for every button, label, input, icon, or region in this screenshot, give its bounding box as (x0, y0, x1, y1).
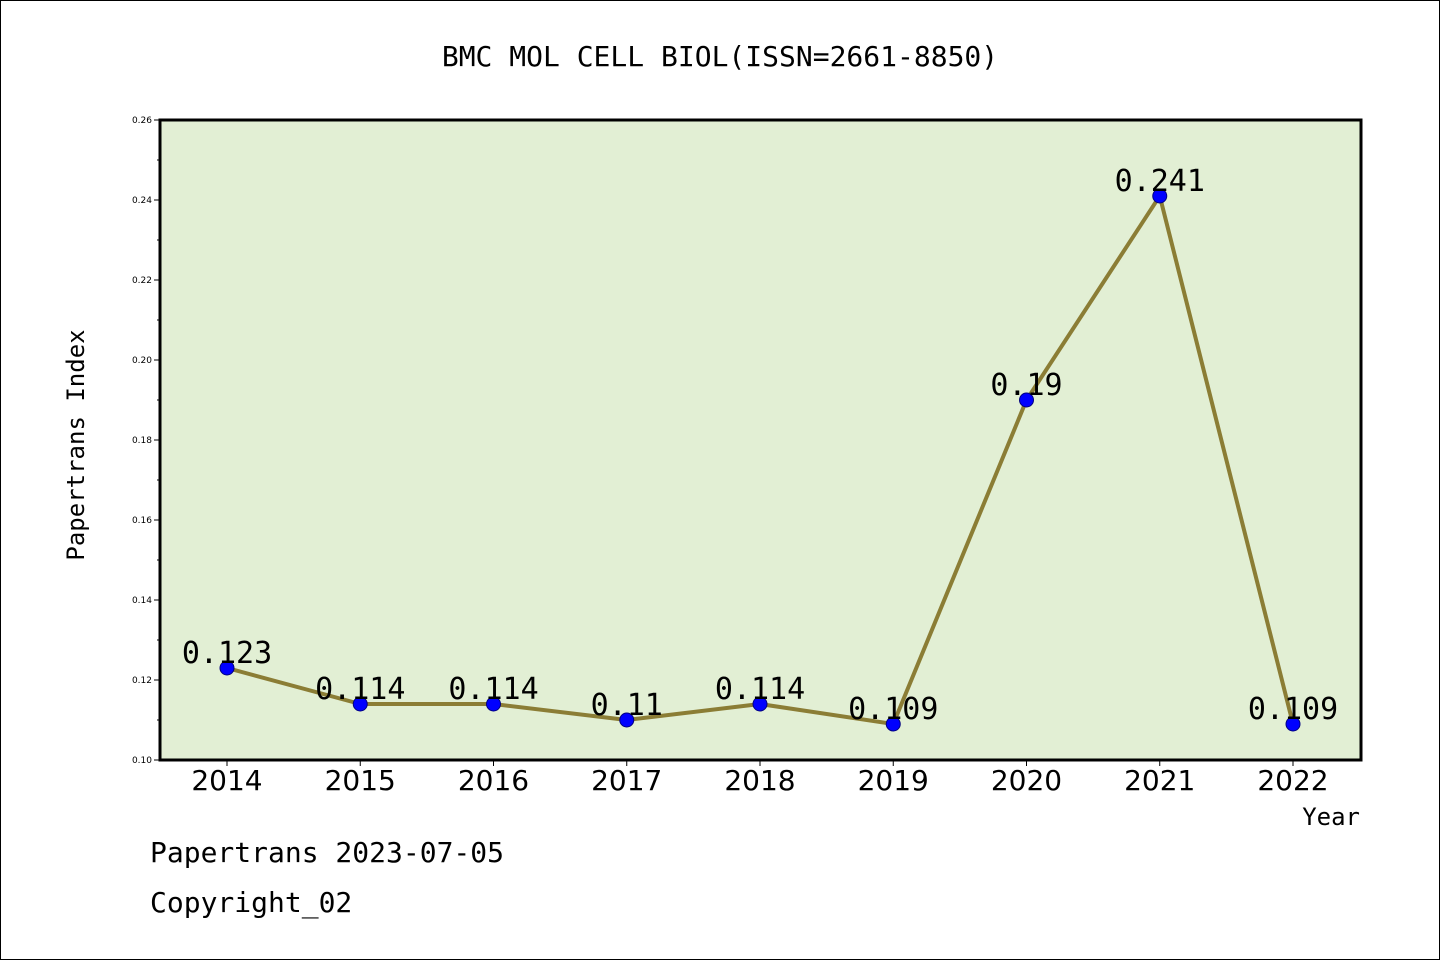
y-tick-label: 0.24 (132, 196, 152, 206)
x-tick-label: 2016 (458, 764, 529, 797)
x-tick-label: 2019 (858, 764, 929, 797)
y-tick-label: 0.10 (132, 756, 152, 766)
y-tick-label: 0.22 (132, 276, 152, 286)
data-label: 0.109 (848, 692, 938, 727)
data-point (1285, 716, 1301, 732)
chart-title: BMC MOL CELL BIOL(ISSN=2661-8850) (442, 40, 998, 73)
series-group (219, 188, 1301, 732)
data-label: 0.123 (182, 636, 272, 671)
y-tick-label: 0.26 (132, 116, 152, 126)
data-label: 0.11 (591, 688, 663, 723)
x-tick-label: 2021 (1124, 764, 1195, 797)
data-label: 0.114 (315, 672, 405, 707)
x-tick-label: 2017 (591, 764, 662, 797)
data-point (885, 716, 901, 732)
data-label: 0.19 (990, 368, 1062, 403)
y-tick-label: 0.16 (132, 516, 152, 526)
data-point (619, 712, 635, 728)
data-label: 0.114 (715, 672, 805, 707)
x-tick-label: 2020 (991, 764, 1062, 797)
y-tick-label: 0.20 (132, 356, 152, 366)
data-labels: 0.123 0.114 0.114 0.11 0.114 0.109 0.19 0.241 0.… (182, 164, 1338, 727)
data-point (219, 660, 235, 676)
data-point (1019, 392, 1034, 408)
x-tick-label: 2022 (1257, 764, 1328, 797)
footer-date-text: Papertrans 2023-07-05 (150, 836, 505, 869)
y-tick-label: 0.14 (132, 596, 152, 606)
x-tick-label: 2014 (191, 764, 262, 797)
plot-area (160, 120, 1361, 760)
data-label: 0.109 (1248, 692, 1338, 727)
data-label: 0.114 (448, 672, 538, 707)
x-axis-label: Year (1302, 803, 1360, 831)
y-tick-label: 0.12 (132, 676, 152, 686)
footer-copyright-text: Copyright_02 (150, 886, 353, 919)
data-label: 0.241 (1115, 164, 1205, 199)
x-tick-label: 2015 (325, 764, 396, 797)
axis-ticks: 0.10 0.12 0.14 0.16 0.18 0.20 0.22 0.24 0.26 2014… (132, 116, 1329, 797)
data-point (1152, 188, 1168, 204)
plot-border (158, 118, 1363, 762)
y-axis-label: Papertrans Index (62, 329, 90, 560)
x-tick-label: 2018 (724, 764, 795, 797)
data-point (352, 696, 368, 712)
data-point (752, 696, 768, 712)
y-tick-label: 0.18 (132, 436, 152, 446)
data-point (486, 696, 501, 712)
